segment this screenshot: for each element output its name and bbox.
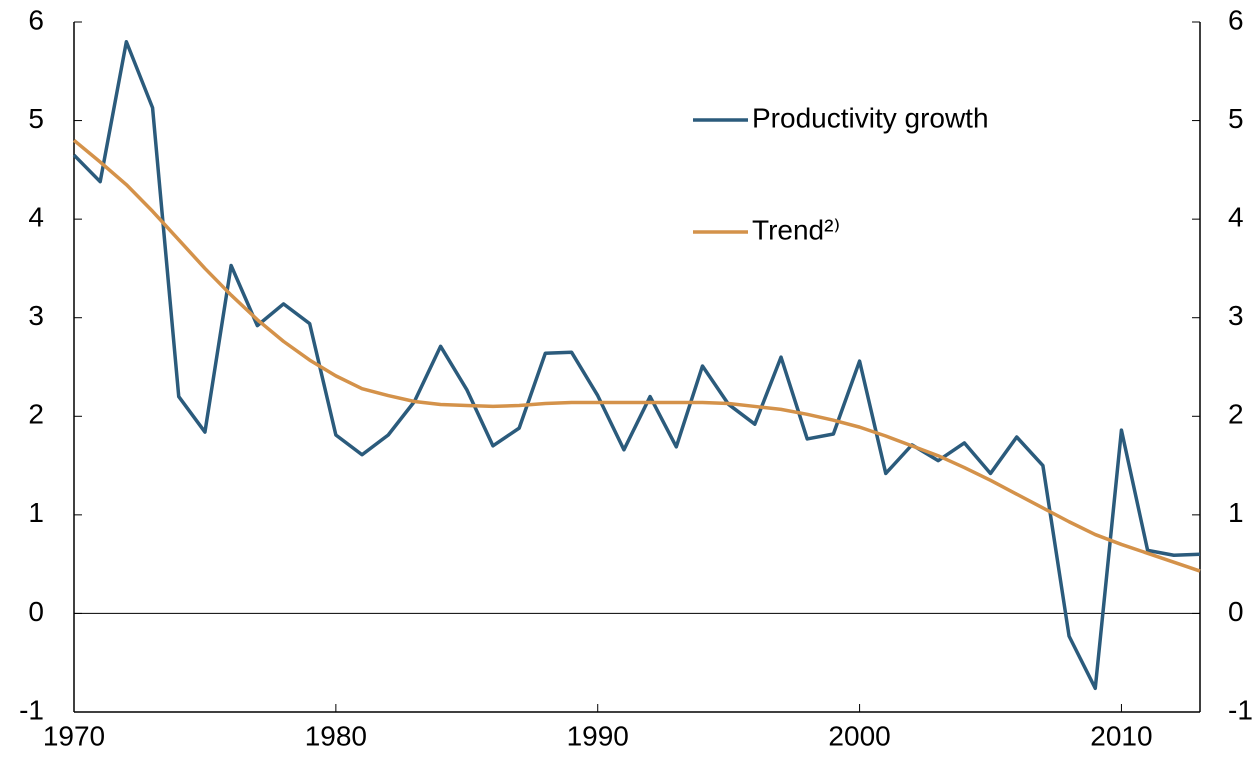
y2-tick-label: 1 xyxy=(1228,497,1244,528)
y-tick-label: 0 xyxy=(28,596,44,627)
y2-tick-label: 0 xyxy=(1228,596,1244,627)
legend-label: Trend²⁾ xyxy=(752,214,840,245)
y-tick-label: 6 xyxy=(28,4,44,35)
series-line xyxy=(72,39,1201,691)
x-tick-label: 2010 xyxy=(1090,720,1152,751)
x-tick-label: 2000 xyxy=(828,720,890,751)
y2-tick-label: 3 xyxy=(1228,300,1244,331)
x-tick-label: 1970 xyxy=(43,720,105,751)
x-tick-label: 1990 xyxy=(567,720,629,751)
series-line xyxy=(72,138,1201,573)
x-tick-label: 1980 xyxy=(305,720,367,751)
y-tick-label: 5 xyxy=(28,103,44,134)
y2-tick-label: 2 xyxy=(1228,399,1244,430)
y-tick-label: 4 xyxy=(28,202,44,233)
y-tick-label: 1 xyxy=(28,497,44,528)
y2-tick-label: 5 xyxy=(1228,103,1244,134)
y2-tick-label: 4 xyxy=(1228,202,1244,233)
y-tick-label: 3 xyxy=(28,300,44,331)
y2-tick-label: -1 xyxy=(1228,694,1253,725)
y-tick-label: 2 xyxy=(28,399,44,430)
y-tick-label: -1 xyxy=(19,694,44,725)
y2-tick-label: 6 xyxy=(1228,4,1244,35)
legend-label: Productivity growth xyxy=(752,102,989,133)
